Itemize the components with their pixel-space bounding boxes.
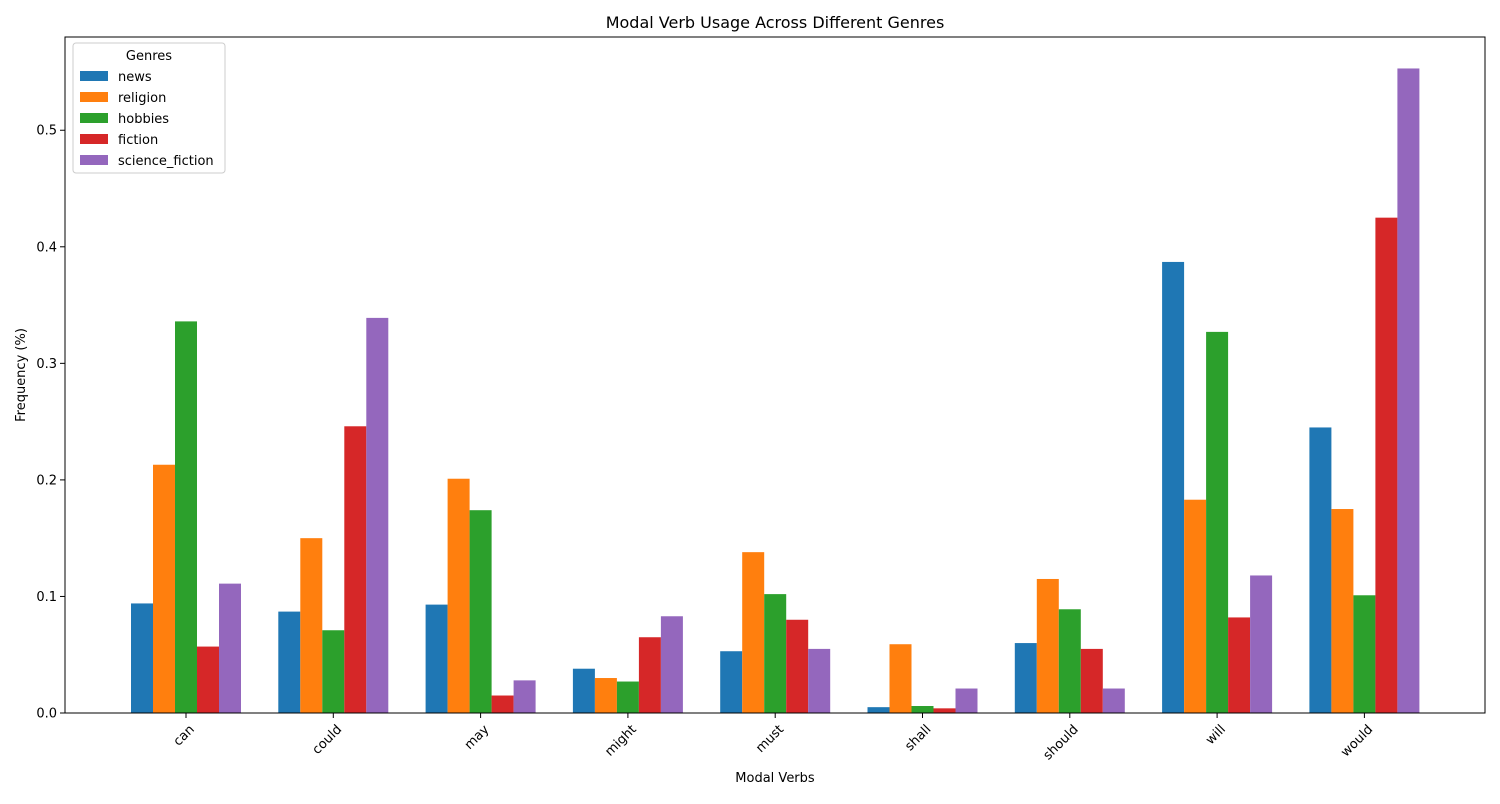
legend-label-religion: religion [118,91,166,106]
legend-title: Genres [126,49,172,64]
bar-fiction-could [344,426,367,713]
bar-hobbies-could [322,630,345,713]
bar-religion-might [594,678,617,713]
bar-hobbies-would [1353,595,1376,713]
bar-news-shall [867,707,890,713]
bar-hobbies-shall [911,706,934,713]
y-tick-label: 0.3 [36,357,57,372]
bar-news-will [1162,261,1185,713]
bar-fiction-might [638,637,661,713]
bar-science_fiction-might [660,616,683,713]
legend-swatch-religion [80,92,108,102]
bar-religion-can [153,464,175,713]
bar-religion-could [300,538,323,713]
y-axis-label: Frequency (%) [14,328,29,422]
y-tick-label: 0.0 [36,707,57,722]
bar-hobbies-should [1058,609,1081,713]
bar-fiction-must [786,619,809,713]
bar-news-can [131,603,153,713]
x-tick-label: can [171,722,198,749]
chart-title: Modal Verb Usage Across Different Genres [606,13,945,32]
bar-hobbies-will [1206,331,1229,713]
y-tick-label: 0.2 [36,473,57,488]
bar-fiction-will [1228,617,1251,713]
bar-religion-should [1036,578,1059,713]
bar-science_fiction-could [366,317,389,713]
bar-science_fiction-shall [955,688,978,713]
bar-hobbies-must [764,594,787,713]
bar-news-would [1309,427,1332,713]
bar-science_fiction-will [1250,575,1273,713]
bar-religion-may [447,478,470,713]
bar-news-should [1014,643,1037,713]
bar-religion-would [1331,509,1354,713]
bar-science_fiction-may [513,680,536,713]
bar-religion-will [1184,499,1207,713]
legend-box [72,42,226,174]
x-tick-label: will [1203,722,1229,748]
y-tick-label: 0.5 [36,124,57,139]
bar-fiction-shall [933,708,956,713]
x-tick-label: could [310,722,346,758]
bar-news-must [720,651,743,713]
x-axis-label: Modal Verbs [735,771,815,786]
bar-news-could [278,611,301,713]
bar-hobbies-can [175,321,197,713]
x-tick-label: might [602,722,639,759]
plot-area: 0.0 0.1 0.2 0.3 0.4 0.5 can could may might must sh… [36,36,1486,763]
x-tick-label: would [1338,722,1376,760]
bar-science_fiction-must [808,648,831,713]
legend-swatch-science_fiction [80,155,108,165]
bar-science_fiction-would [1397,68,1420,714]
bar-religion-shall [889,644,912,713]
legend-label-hobbies: hobbies [118,112,169,127]
legend: Genres news religion hobbies fiction science_… [72,42,226,174]
legend-label-fiction: fiction [118,133,158,148]
legend-swatch-hobbies [80,113,108,123]
bar-religion-must [742,552,765,713]
bar-news-may [425,604,448,713]
legend-swatch-news [80,71,108,81]
legend-swatch-fiction [80,134,108,144]
bar-science_fiction-can [219,583,241,713]
bar-hobbies-may [469,510,492,713]
y-tick-label: 0.4 [36,240,57,255]
bar-fiction-would [1375,217,1398,713]
bar-science_fiction-should [1102,688,1125,713]
bar-fiction-may [491,695,514,713]
x-tick-label: should [1041,722,1082,763]
y-tick-label: 0.1 [36,590,57,605]
bar-hobbies-might [616,681,639,713]
legend-label-science_fiction: science_fiction [118,154,214,169]
bar-news-might [572,668,595,713]
bar-fiction-can [197,646,219,713]
legend-label-news: news [118,70,152,85]
bar-fiction-should [1080,648,1103,713]
x-tick-label: may [462,722,493,753]
x-tick-label: must [753,722,787,756]
x-tick-label: shall [902,722,934,754]
